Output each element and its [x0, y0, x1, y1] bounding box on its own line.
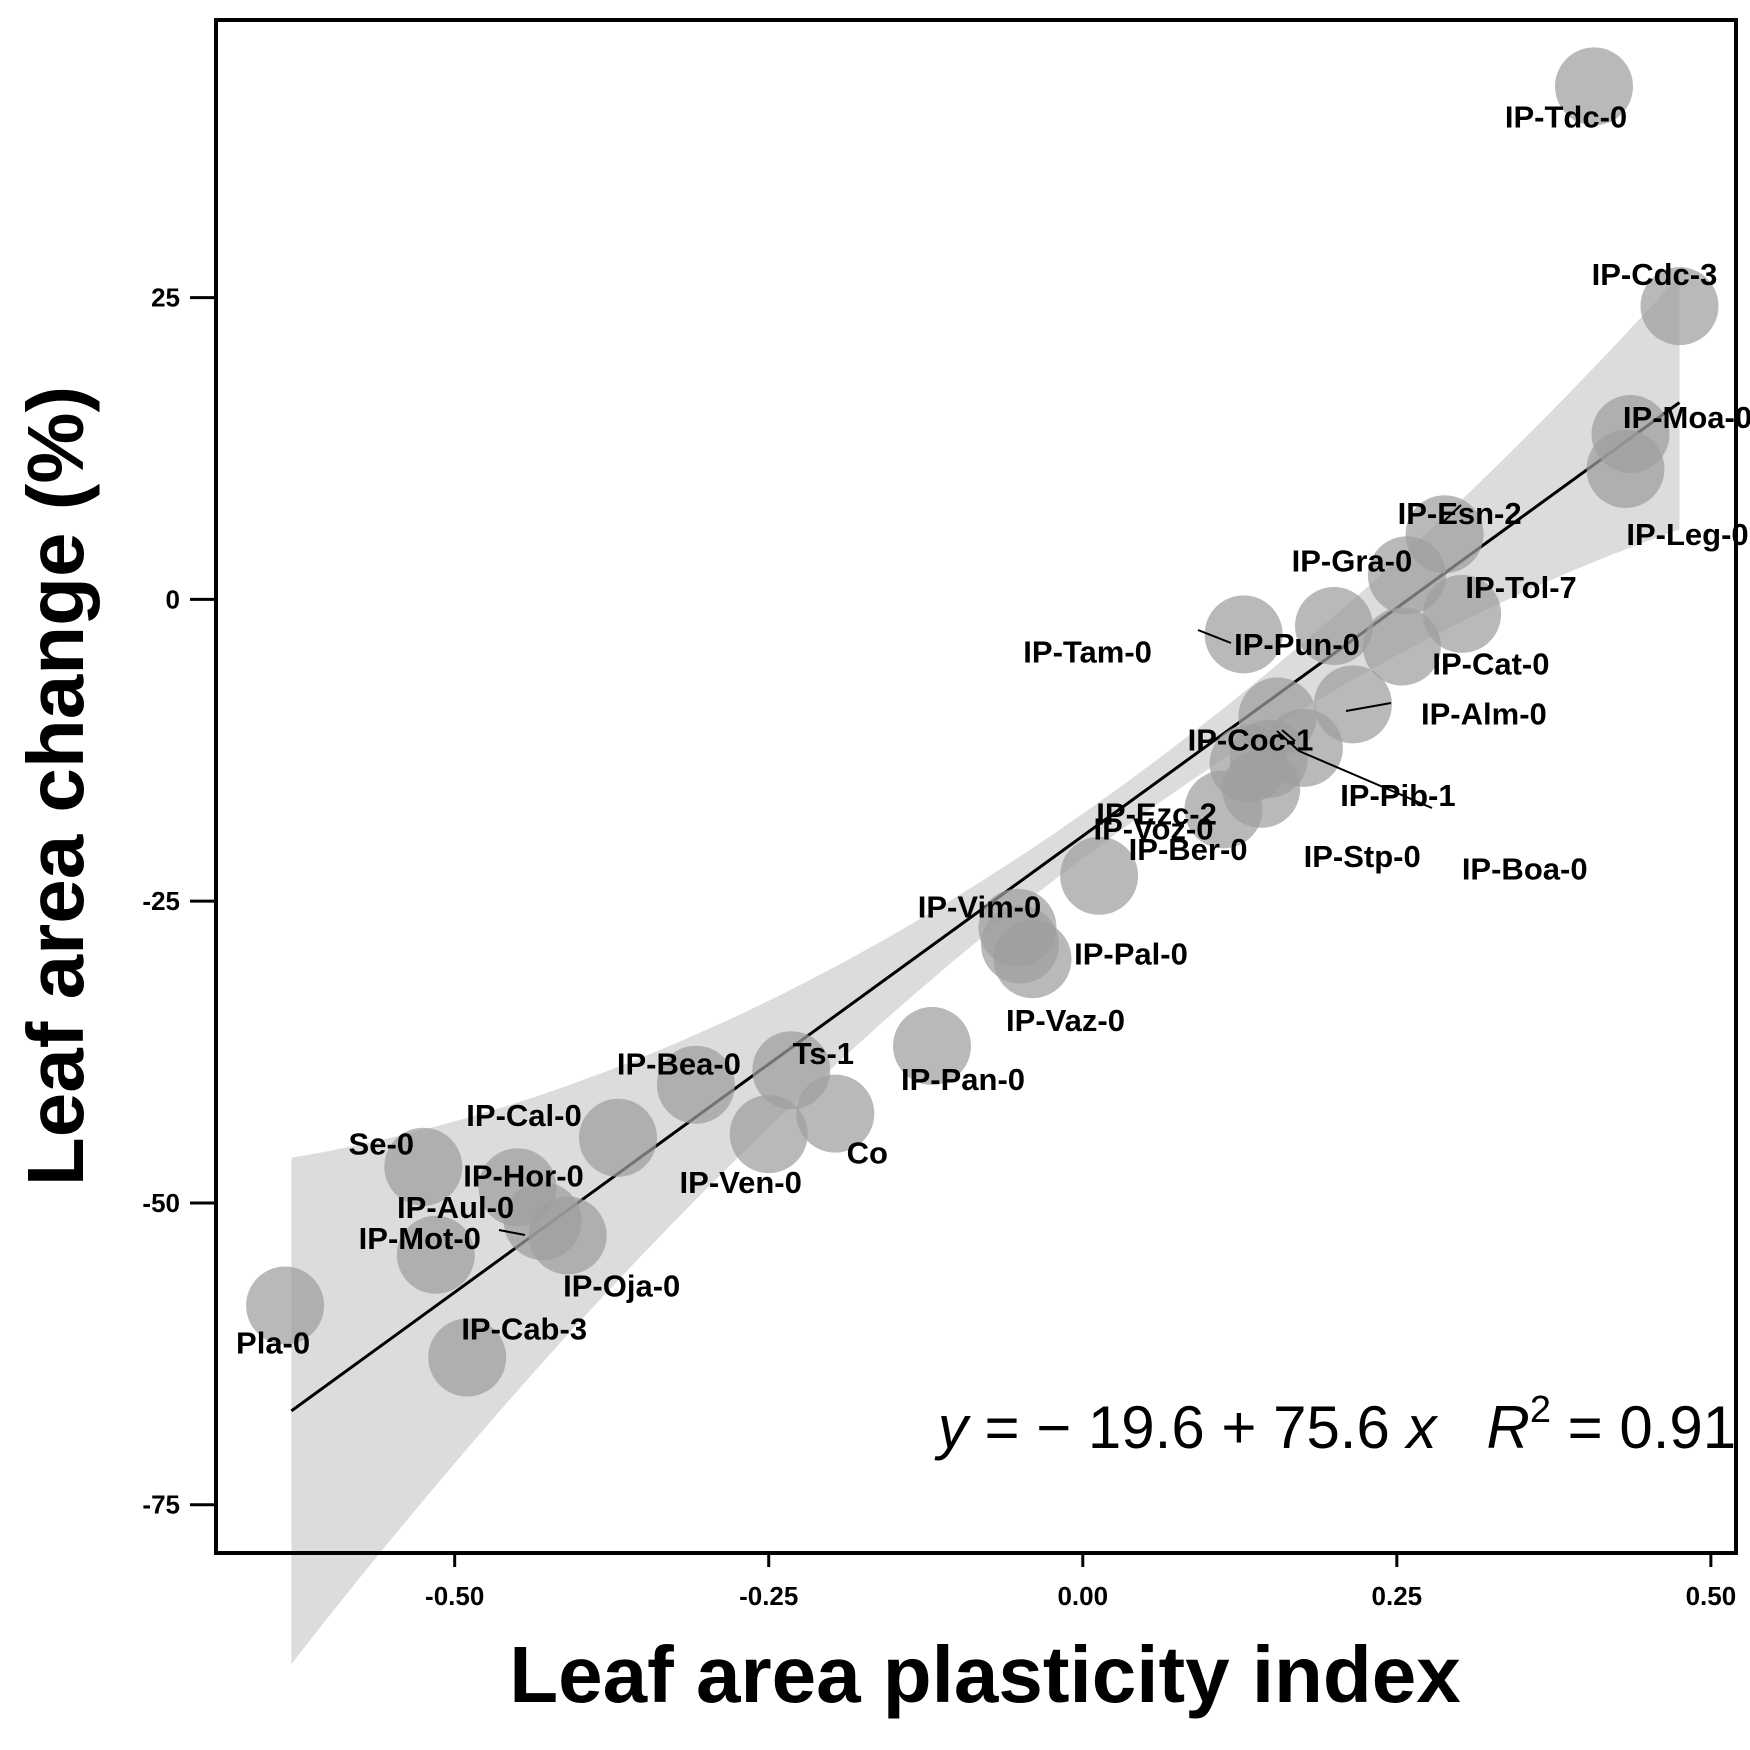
data-point — [579, 1098, 657, 1177]
y-tick-label: -75 — [142, 1490, 180, 1520]
point-label: IP-Coc-1 — [1188, 723, 1314, 758]
equation-superscript: 2 — [1530, 1389, 1551, 1431]
data-point — [1555, 47, 1633, 126]
equation-rhs: − 19.6 + 75.6 — [1036, 1394, 1406, 1461]
x-tick-label: -0.25 — [739, 1581, 798, 1611]
data-point — [428, 1318, 507, 1397]
y-tick-label: -25 — [142, 886, 180, 916]
data-point — [1204, 595, 1283, 674]
point-label: IP-Voz-0 — [1094, 811, 1214, 846]
point-label: IP-Pal-0 — [1074, 937, 1188, 972]
equation-r: R — [1487, 1394, 1530, 1461]
point-label: IP-Vaz-0 — [1006, 1003, 1125, 1038]
point-label: IP-Oja-0 — [563, 1269, 680, 1304]
x-axis-title: Leaf area plasticity index — [509, 1630, 1461, 1719]
y-tick-label: 25 — [151, 283, 180, 313]
data-point — [893, 1007, 971, 1085]
point-label: Ts-1 — [793, 1036, 854, 1071]
point-label: IP-Esn-2 — [1398, 496, 1522, 531]
label-leader-line — [1276, 730, 1300, 752]
label-leader-line — [1197, 629, 1232, 644]
data-point — [1586, 430, 1665, 508]
point-label: IP-Bea-0 — [617, 1047, 741, 1082]
point-label: IP-Ven-0 — [680, 1165, 802, 1200]
data-point — [993, 920, 1072, 999]
y-tick-label: -50 — [142, 1188, 180, 1218]
data-point — [1423, 574, 1502, 653]
point-label: IP-Stp-0 — [1304, 839, 1421, 874]
label-leader-line — [1281, 729, 1296, 742]
point-label: Co — [847, 1136, 888, 1171]
data-point — [1184, 770, 1263, 849]
data-points — [246, 47, 1719, 1397]
point-label: IP-Cat-0 — [1432, 647, 1549, 682]
point-label: IP-Vim-0 — [918, 890, 1041, 925]
point-label: IP-Cab-3 — [461, 1312, 587, 1347]
data-point — [1640, 267, 1719, 346]
equation-gap — [1437, 1394, 1487, 1461]
x-axis: -0.50 -0.25 0.00 0.25 0.50 — [425, 1553, 1736, 1611]
data-point — [656, 1045, 735, 1124]
data-point — [1362, 607, 1441, 686]
data-point — [796, 1074, 875, 1153]
point-label: IP-Ezc-2 — [1096, 797, 1217, 832]
data-point — [1295, 587, 1373, 665]
data-point — [528, 1196, 607, 1275]
x-tick-label: 0.25 — [1372, 1581, 1423, 1611]
point-label: IP-Mot-0 — [359, 1221, 481, 1256]
point-labels: IP-Tdc-0 IP-Cdc-3 IP-Moa-0 IP-Leg-0 IP-Esn-2… — [236, 99, 1750, 1360]
x-tick-label: 0.50 — [1686, 1581, 1737, 1611]
point-label: IP-Aul-0 — [397, 1190, 514, 1225]
x-tick-label: 0.00 — [1057, 1581, 1108, 1611]
point-label: IP-Tol-7 — [1465, 570, 1576, 605]
point-label: IP-Leg-0 — [1626, 517, 1748, 552]
label-leader-line — [498, 1229, 526, 1236]
point-label: IP-Alm-0 — [1421, 696, 1547, 731]
data-point — [729, 1095, 808, 1174]
data-point — [246, 1266, 325, 1345]
equation-x: x — [1404, 1394, 1439, 1461]
label-leader-line — [1298, 750, 1433, 809]
data-point — [384, 1127, 463, 1206]
equation-equals: = — [968, 1394, 1036, 1461]
data-point — [1060, 836, 1139, 915]
point-label: IP-Pib-1 — [1340, 778, 1455, 813]
point-label: IP-Tam-0 — [1023, 634, 1152, 669]
point-label: IP-Pun-0 — [1234, 627, 1360, 662]
point-label: IP-Ber-0 — [1129, 832, 1248, 867]
data-point — [396, 1215, 475, 1294]
label-leader-line — [1442, 504, 1462, 523]
equation-r2-value: = 0.91 — [1551, 1394, 1736, 1461]
y-tick-label: 0 — [166, 584, 180, 614]
label-leader-lines — [498, 504, 1462, 1236]
point-label: IP-Cal-0 — [466, 1098, 581, 1133]
point-label: IP-Tdc-0 — [1505, 99, 1627, 134]
plot-frame — [214, 18, 1738, 1555]
data-point — [1367, 536, 1446, 615]
point-label: Pla-0 — [236, 1326, 310, 1361]
equation-y: y — [934, 1394, 972, 1461]
y-axis: -75 -50 -25 0 25 — [142, 283, 216, 1520]
regression-equation: y = − 19.6 + 75.6 x R2 = 0.91 — [934, 1389, 1736, 1461]
point-label: IP-Hor-0 — [463, 1158, 584, 1193]
point-label: IP-Cdc-3 — [1592, 257, 1718, 292]
point-label: IP-Moa-0 — [1623, 400, 1750, 435]
point-label: Se-0 — [349, 1127, 414, 1162]
point-label: IP-Pan-0 — [901, 1062, 1025, 1097]
point-label: IP-Boa-0 — [1462, 852, 1588, 887]
x-tick-label: -0.50 — [425, 1581, 484, 1611]
y-axis-title: Leaf area change (%) — [11, 386, 100, 1186]
label-leader-line — [1345, 702, 1392, 712]
point-label: IP-Gra-0 — [1292, 543, 1413, 578]
